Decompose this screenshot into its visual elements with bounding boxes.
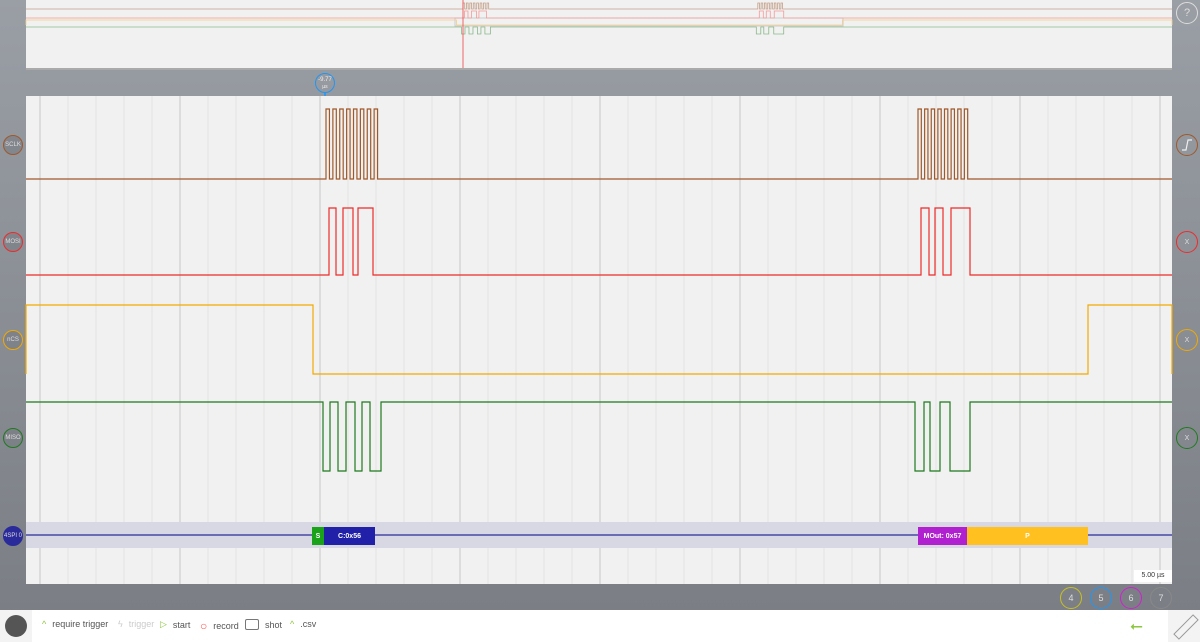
- record-button[interactable]: ○ record: [200, 619, 239, 633]
- channel-spi-label[interactable]: 4SPI 0: [3, 526, 23, 546]
- channel-cs-label[interactable]: nCS: [3, 330, 23, 350]
- miso-trigger-button[interactable]: X: [1176, 427, 1198, 449]
- decode-mout: MOut: 0x57: [918, 527, 967, 545]
- timebase-label[interactable]: 5.00 µs: [1134, 570, 1172, 582]
- mosi-trigger-button[interactable]: X: [1176, 231, 1198, 253]
- shot-label: shot: [265, 619, 283, 630]
- waveform-plot[interactable]: [26, 96, 1172, 584]
- channel-4-button[interactable]: 4: [1060, 587, 1082, 609]
- require-trigger-toggle[interactable]: ^ require trigger: [42, 619, 108, 629]
- cs-trace: [25, 304, 1173, 375]
- record-label: record: [213, 621, 239, 631]
- channel-5-button[interactable]: 5: [1090, 587, 1112, 609]
- chevron-up-icon: ^: [290, 619, 295, 629]
- sclk-trace: [26, 108, 1172, 180]
- toolbar: ^ require trigger ϟ trigger ▷ start ○ record…: [0, 610, 1200, 642]
- start-button[interactable]: ▷ start: [160, 619, 190, 630]
- csv-button[interactable]: ^ .csv: [290, 619, 316, 629]
- overview-miso: [26, 26, 1172, 35]
- ruler-icon: [1173, 614, 1199, 640]
- require-trigger-label: require trigger: [52, 619, 109, 629]
- overview-panel[interactable]: [26, 0, 1172, 70]
- play-icon: ▷: [160, 619, 167, 629]
- help-button[interactable]: ?: [1176, 2, 1198, 24]
- usb-icon: ⭠: [1130, 618, 1143, 635]
- channel-sclk-label[interactable]: SCLK: [3, 135, 23, 155]
- decode-command: C:0x56: [324, 527, 375, 545]
- bolt-icon: ϟ: [118, 619, 123, 629]
- overview-sclk: [26, 2, 1172, 10]
- ruler-button[interactable]: [1168, 610, 1200, 642]
- channel-mosi-label[interactable]: MOSI: [3, 232, 23, 252]
- miso-trace: [26, 401, 1172, 472]
- cursor-unit: µs: [322, 84, 328, 90]
- start-label: start: [172, 619, 191, 630]
- decode-start: S: [312, 527, 324, 545]
- trigger-edge-button[interactable]: [1176, 134, 1198, 156]
- decode-stop: P: [967, 527, 1088, 545]
- chevron-up-icon: ^: [42, 619, 47, 629]
- trigger-button[interactable]: ϟ trigger: [118, 619, 154, 629]
- mosi-trace: [26, 207, 1172, 276]
- trigger-edge-icon: [1182, 139, 1192, 151]
- trigger-label: trigger: [128, 619, 155, 629]
- app-logo[interactable]: [0, 610, 32, 642]
- channel-7-button[interactable]: 7: [1150, 587, 1172, 609]
- cursor-value: -9.77: [318, 77, 332, 83]
- csv-label: .csv: [300, 619, 317, 629]
- channel-miso-label[interactable]: MISO: [3, 428, 23, 448]
- cs-trigger-button[interactable]: X: [1176, 329, 1198, 351]
- camera-icon: [245, 619, 259, 630]
- overview-cs: [25, 19, 1173, 26]
- record-icon: ○: [200, 619, 208, 633]
- overview-mosi: [26, 10, 1172, 19]
- cursor-marker[interactable]: -9.77 µs: [315, 73, 335, 93]
- shot-button[interactable]: shot: [245, 619, 282, 630]
- channel-6-button[interactable]: 6: [1120, 587, 1142, 609]
